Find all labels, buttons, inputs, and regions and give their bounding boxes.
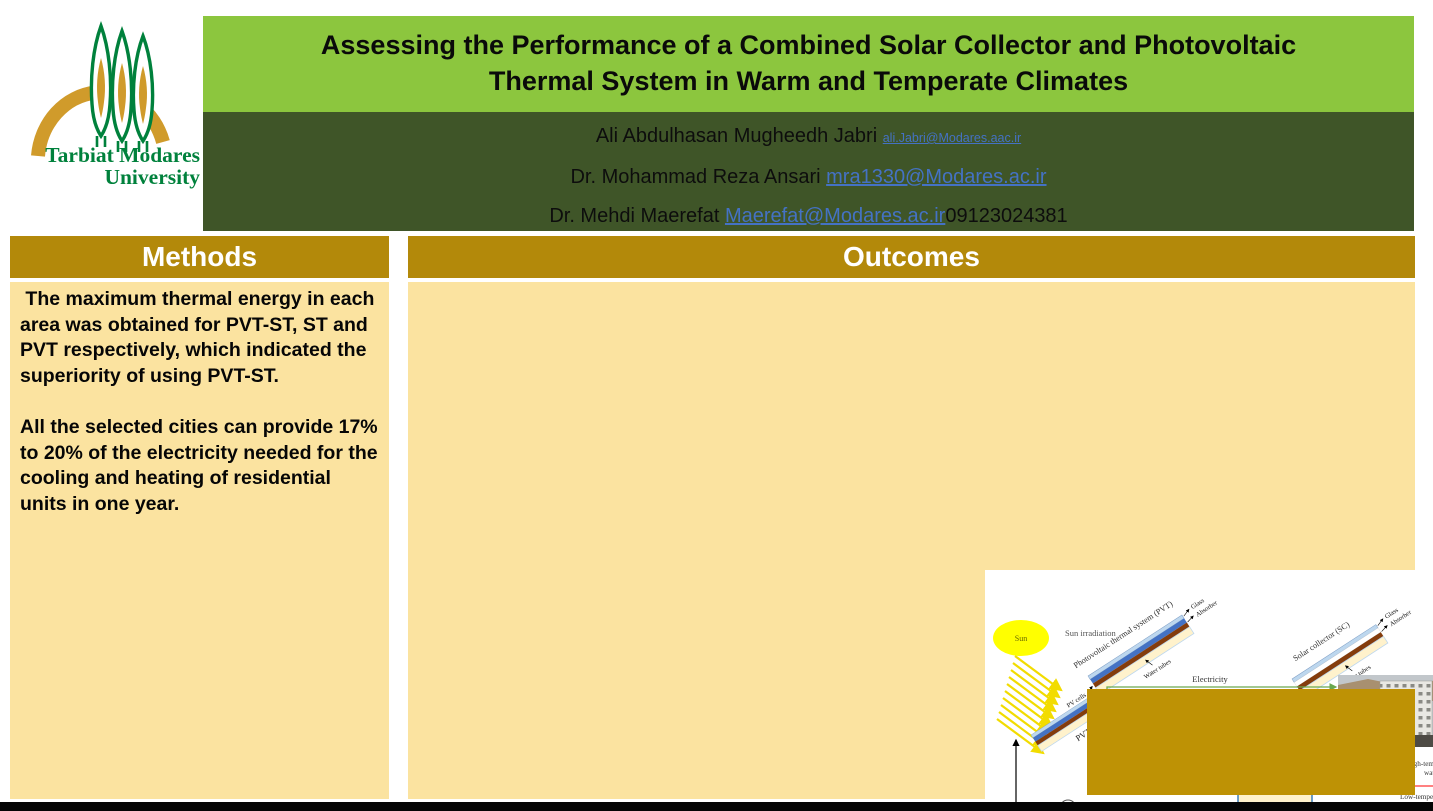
title-line-2: Thermal System in Warm and Temperate Cli… [488,66,1129,96]
author-3-email-link[interactable]: Maerefat@Modares.ac.ir [724,205,946,227]
outcomes-header: Outcomes [408,236,1415,278]
author-1-name: Ali Abdulhasan Mugheedh Jabri [595,125,883,147]
outcomes-title: Outcomes [843,241,980,272]
author-line-3: Dr. Mehdi Maerefat Maerefat@Modares.ac.i… [203,197,1414,236]
methods-header: Methods [10,236,389,278]
logo-text-line1: Tarbiat Modares [45,143,200,167]
methods-paragraph-1: The maximum thermal energy in each area … [20,288,380,388]
author-1-email-link[interactable]: ali.Jabri@Modares.aac.ir [882,131,1022,145]
electricity-label: Electricity [1192,674,1228,684]
author-line-1: Ali Abdulhasan Mugheedh Jabri ali.Jabri@… [203,117,1414,158]
author-line-2: Dr. Mohammad Reza Ansari mra1330@Modares… [203,158,1414,197]
low-temp-label-1: Low-temperature [1400,793,1433,801]
author-3-phone: 09123024381 [945,205,1068,227]
title-line-1: Assessing the Performance of a Combined … [320,30,1297,60]
pvt-panel-diagram: Photovoltaic thermal system (PVT) Glass … [1066,597,1220,709]
high-temp-label-1: High-temperature [1406,760,1433,768]
sun-label: Sun [1015,634,1027,643]
sun-irradiation-label: Sun irradiation [1065,628,1117,638]
logo-cypress-trees [89,21,155,152]
poster-title-bar: Assessing the Performance of a Combined … [203,16,1414,112]
methods-body: The maximum thermal energy in each area … [10,282,389,799]
methods-title: Methods [141,241,258,272]
author-2-email-link[interactable]: mra1330@Modares.ac.ir [826,166,1047,188]
decorative-gold-block [1087,689,1415,795]
methods-paragraph-2: All the selected cities can provide 17% … [20,415,384,516]
high-temp-label-2: water [1424,769,1433,777]
bottom-black-bar [0,802,1433,811]
university-logo: Tarbiat Modares University [31,21,200,189]
logo-text-line2: University [104,165,200,189]
author-2-name: Dr. Mohammad Reza Ansari [570,166,827,188]
authors-section: Ali Abdulhasan Mugheedh Jabri ali.Jabri@… [203,112,1414,231]
author-3-name: Dr. Mehdi Maerefat [549,205,725,227]
sun-icon: Sun [993,620,1049,656]
